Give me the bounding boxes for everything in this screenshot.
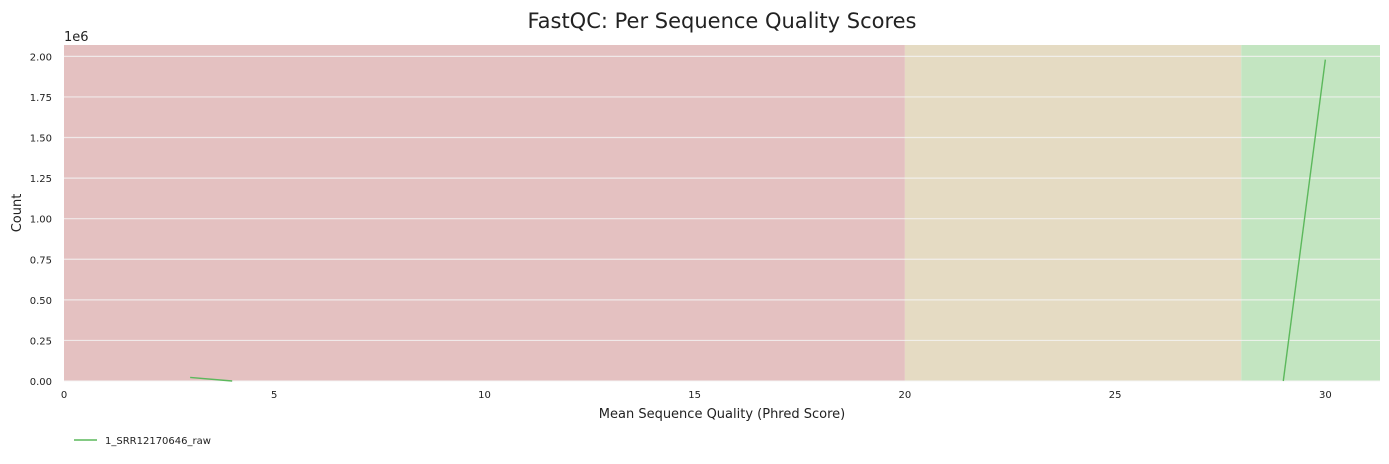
y-tick-label: 0.50 [30,296,52,307]
legend: 1_SRR12170646_raw [74,436,211,447]
series-line [190,376,233,382]
x-tick-label: 30 [1319,390,1332,401]
quality-band-2 [1241,45,1380,381]
y-tick-label: 0.75 [30,255,52,266]
y-axis-ticks: 0.00 0.25 0.50 0.75 1.00 1.25 1.50 1.75 2.00 [30,52,52,388]
y-tick-label: 1.25 [30,174,52,185]
x-tick-label: 25 [1109,390,1122,401]
y-tick-label: 1.50 [30,134,52,145]
x-axis-ticks: 0 5 10 15 20 25 30 [61,390,1332,401]
y-axis-label: Count [10,194,25,233]
y-tick-label: 2.00 [30,52,52,63]
x-tick-label: 15 [688,390,701,401]
x-tick-label: 20 [899,390,912,401]
y-tick-label: 1.00 [30,215,52,226]
legend-label: 1_SRR12170646_raw [105,436,211,447]
quality-band-1 [904,45,1242,381]
x-tick-label: 0 [61,390,67,401]
chart-title: FastQC: Per Sequence Quality Scores [527,9,916,33]
quality-bands [64,45,1380,381]
quality-band-0 [64,45,905,381]
series-line [1282,59,1327,382]
y-tick-label: 0.00 [30,377,52,388]
y-offset-label: 1e6 [64,30,89,45]
x-tick-label: 10 [478,390,491,401]
y-tick-label: 0.25 [30,336,52,347]
x-tick-label: 5 [271,390,277,401]
x-axis-label: Mean Sequence Quality (Phred Score) [599,407,845,422]
series-lines [190,59,1327,382]
grid-lines [64,55,1380,382]
y-tick-label: 1.75 [30,93,52,104]
